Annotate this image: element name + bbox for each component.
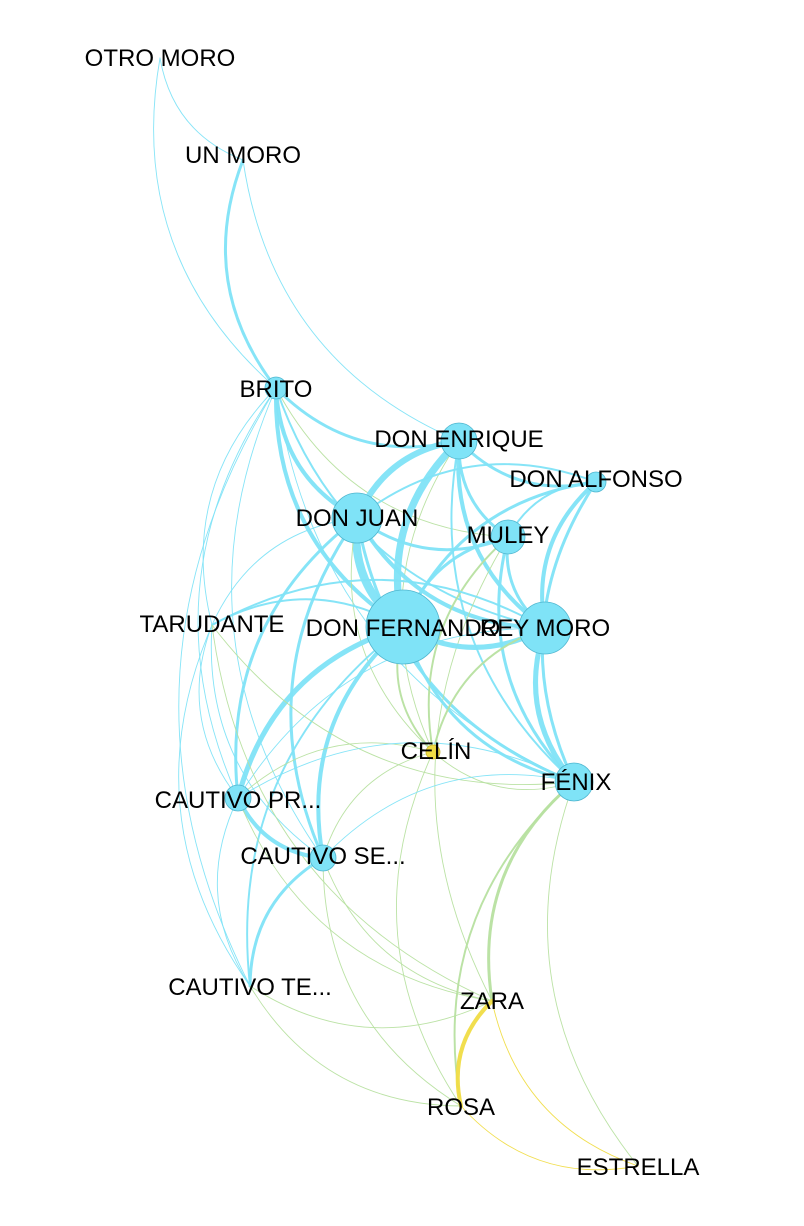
edge-fenix-zara bbox=[487, 780, 576, 1003]
edge-brito-cautivo-se bbox=[231, 387, 324, 859]
edge-cautivo-te-rosa bbox=[249, 985, 462, 1107]
node-rey-moro[interactable] bbox=[518, 601, 572, 655]
node-muley[interactable] bbox=[490, 519, 526, 555]
edge-brito-tarudante bbox=[202, 387, 277, 626]
node-label-celin: CELÍN bbox=[401, 738, 472, 765]
node-brito[interactable] bbox=[264, 376, 288, 400]
node-label-don-juan: DON JUAN bbox=[296, 505, 419, 532]
edge-fenix-rosa bbox=[453, 781, 575, 1107]
node-label-cautivo-se: CAUTIVO SE... bbox=[240, 843, 405, 870]
node-don-fernando[interactable] bbox=[365, 589, 441, 665]
node-label-rosa: ROSA bbox=[427, 1094, 495, 1121]
edge-un-moro-don-enrique bbox=[242, 159, 460, 442]
edge-cautivo-te-zara bbox=[249, 985, 493, 1029]
edge-cautivo-pr-zara bbox=[237, 797, 493, 1002]
node-label-don-alfonso: DON ALFONSO bbox=[509, 466, 682, 493]
edge-cautivo-pr-cautivo-te bbox=[216, 797, 251, 987]
node-don-juan[interactable] bbox=[331, 492, 383, 544]
edge-cautivo-se-cautivo-te bbox=[248, 856, 325, 988]
edge-rey-moro-cautivo-pr bbox=[237, 627, 546, 799]
edge-zara-rosa bbox=[455, 998, 495, 1109]
edge-zara-estrella bbox=[491, 1000, 639, 1167]
edge-rey-moro-tarudante bbox=[211, 578, 546, 629]
edge-brito-cautivo-pr bbox=[197, 387, 277, 799]
node-label-cautivo-te: CAUTIVO TE... bbox=[168, 974, 332, 1001]
node-label-rey-moro: REY MORO bbox=[480, 615, 610, 642]
node-label-cautivo-pr: CAUTIVO PR... bbox=[155, 787, 322, 814]
edge-don-enrique-fenix bbox=[450, 440, 575, 783]
edge-otro-moro-brito bbox=[153, 57, 277, 389]
node-label-otro-moro: OTRO MORO bbox=[85, 45, 236, 72]
edge-celin-rosa bbox=[396, 751, 462, 1107]
node-label-don-fernando: DON FERNANDO bbox=[306, 615, 501, 642]
edge-don-juan-rey-moro bbox=[354, 515, 548, 631]
edge-muley-fenix bbox=[497, 535, 576, 784]
edge-don-fernando-cautivo-te bbox=[246, 626, 404, 987]
edge-muley-zara bbox=[434, 536, 509, 1002]
node-label-estrella: ESTRELLA bbox=[577, 1154, 700, 1181]
edge-celin-cautivo-pr bbox=[237, 742, 434, 799]
edge-don-juan-cautivo-pr bbox=[234, 516, 359, 800]
edge-celin-cautivo-se bbox=[322, 751, 434, 859]
node-label-muley: MULEY bbox=[467, 522, 550, 549]
edge-muley-celin bbox=[427, 536, 509, 753]
edge-tarudante-cautivo-pr bbox=[198, 624, 239, 799]
node-label-tarudante: TARUDANTE bbox=[140, 611, 285, 638]
node-label-brito: BRITO bbox=[240, 376, 313, 403]
node-cautivo-pr[interactable] bbox=[224, 784, 252, 812]
node-label-zara: ZARA bbox=[460, 988, 524, 1015]
labels-layer: OTRO MORO UN MORO BRITO DON ENRIQUE DON ALFO… bbox=[85, 45, 700, 1181]
edge-don-juan-celin bbox=[350, 517, 434, 753]
edge-brito-don-fernando bbox=[273, 385, 406, 630]
node-label-un-moro: UN MORO bbox=[185, 142, 301, 169]
edge-fenix-cautivo-se bbox=[322, 774, 575, 859]
edge-fenix-estrella bbox=[547, 781, 639, 1167]
edge-tarudante-cautivo-te bbox=[178, 624, 251, 987]
edge-rosa-estrella bbox=[460, 1105, 639, 1171]
edge-tarudante-fenix bbox=[211, 624, 575, 785]
edge-don-alfonso-don-juan bbox=[356, 463, 597, 519]
edge-otro-moro-un-moro bbox=[159, 57, 244, 161]
node-label-fenix: FÉNIX bbox=[541, 769, 612, 796]
node-fenix[interactable] bbox=[554, 762, 594, 802]
edge-tarudante-cautivo-se bbox=[210, 624, 324, 859]
node-cautivo-se[interactable] bbox=[309, 844, 337, 872]
edge-fenix-cautivo-pr bbox=[237, 742, 575, 799]
edge-brito-cautivo-te bbox=[178, 387, 277, 987]
edge-cautivo-se-zara bbox=[322, 857, 493, 1002]
node-celin[interactable] bbox=[425, 744, 441, 760]
node-label-don-enrique: DON ENRIQUE bbox=[374, 426, 543, 453]
edge-un-moro-brito bbox=[223, 158, 278, 390]
nodes-layer bbox=[224, 376, 607, 872]
edge-don-juan-cautivo-se bbox=[289, 516, 359, 860]
edge-cautivo-se-rosa bbox=[322, 857, 462, 1107]
node-don-enrique[interactable] bbox=[440, 422, 478, 460]
node-don-alfonso[interactable] bbox=[585, 471, 607, 493]
